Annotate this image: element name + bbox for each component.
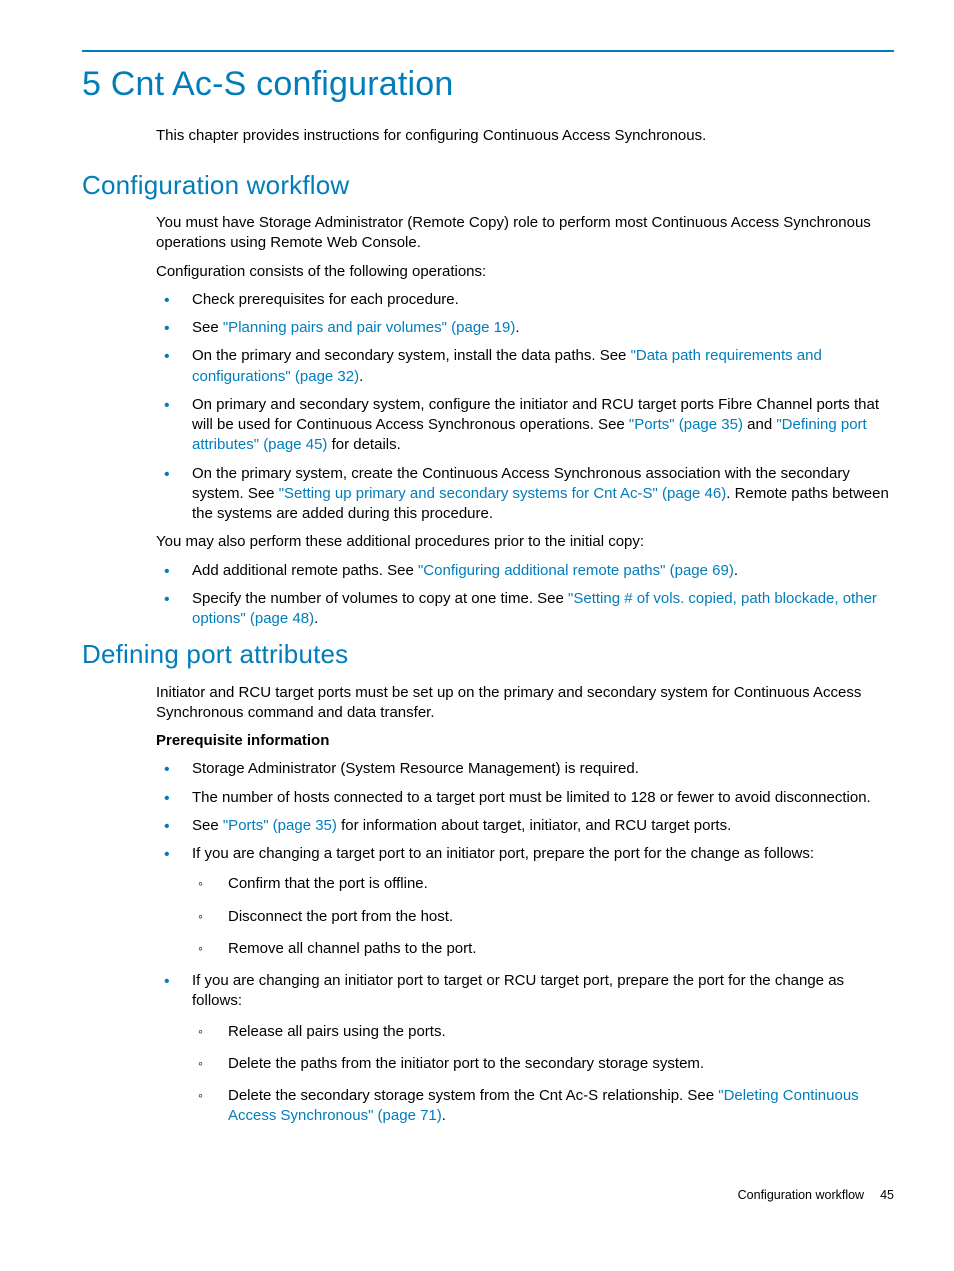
section-config-workflow-body: You must have Storage Administrator (Rem… — [156, 213, 894, 629]
list-item-text: If you are changing a target port to an … — [192, 845, 814, 862]
list-item-text: Delete the paths from the initiator port… — [228, 1055, 704, 1072]
sub-list-item: Confirm that the port is offline. — [192, 874, 894, 894]
sub-list-item: Disconnect the port from the host. — [192, 907, 894, 927]
list-item-text: The number of hosts connected to a targe… — [192, 789, 871, 806]
list-item-text: . — [515, 319, 519, 336]
list-item-text: . — [442, 1107, 446, 1124]
list-item-text: and — [743, 416, 776, 433]
list-item-text: Specify the number of volumes to copy at… — [192, 590, 568, 607]
list-item: If you are changing a target port to an … — [156, 844, 894, 959]
list-item-text: . — [734, 562, 738, 579]
list-item: On the primary and secondary system, ins… — [156, 346, 894, 387]
bullet-list: Check prerequisites for each procedure. … — [156, 290, 894, 525]
list-item-text: Confirm that the port is offline. — [228, 875, 428, 892]
paragraph: You must have Storage Administrator (Rem… — [156, 213, 894, 254]
list-item-text: Disconnect the port from the host. — [228, 908, 453, 925]
list-item: Check prerequisites for each procedure. — [156, 290, 894, 310]
list-item: Add additional remote paths. See "Config… — [156, 561, 894, 581]
list-item-text: Storage Administrator (System Resource M… — [192, 760, 639, 777]
list-item: See "Ports" (page 35) for information ab… — [156, 816, 894, 836]
xref-link-ports-35b[interactable]: "Ports" (page 35) — [223, 817, 337, 834]
list-item-text: On the primary and secondary system, ins… — [192, 347, 631, 364]
list-item: On primary and secondary system, configu… — [156, 395, 894, 456]
prerequisite-heading: Prerequisite information — [156, 731, 894, 751]
list-item: The number of hosts connected to a targe… — [156, 788, 894, 808]
sub-list-item: Remove all channel paths to the port. — [192, 939, 894, 959]
chapter-intro: This chapter provides instructions for c… — [156, 126, 894, 146]
list-item: Storage Administrator (System Resource M… — [156, 759, 894, 779]
bullet-list: Storage Administrator (System Resource M… — [156, 759, 894, 1126]
paragraph: Initiator and RCU target ports must be s… — [156, 683, 894, 724]
list-item-text: Remove all channel paths to the port. — [228, 940, 476, 957]
page-footer: Configuration workflow 45 — [82, 1187, 894, 1204]
list-item: If you are changing an initiator port to… — [156, 971, 894, 1127]
sub-list: Confirm that the port is offline. Discon… — [192, 874, 894, 959]
footer-section-name: Configuration workflow — [738, 1188, 864, 1202]
list-item-text: Check prerequisites for each procedure. — [192, 291, 459, 308]
list-item-text: for details. — [327, 436, 400, 453]
list-item-text: See — [192, 817, 223, 834]
chapter-title: 5 Cnt Ac-S configuration — [82, 62, 894, 108]
list-item-text: Add additional remote paths. See — [192, 562, 418, 579]
paragraph: You may also perform these additional pr… — [156, 532, 894, 552]
list-item-text: for information about target, initiator,… — [337, 817, 731, 834]
section-defining-port-attributes-title: Defining port attributes — [82, 637, 894, 672]
list-item-text: . — [314, 610, 318, 627]
list-item: Specify the number of volumes to copy at… — [156, 589, 894, 630]
sub-list: Release all pairs using the ports. Delet… — [192, 1022, 894, 1127]
top-rule — [82, 50, 894, 52]
list-item-text: Delete the secondary storage system from… — [228, 1087, 718, 1104]
xref-link-ports-35[interactable]: "Ports" (page 35) — [629, 416, 743, 433]
list-item: On the primary system, create the Contin… — [156, 464, 894, 525]
list-item-text: See — [192, 319, 223, 336]
section-defining-port-attributes-body: Initiator and RCU target ports must be s… — [156, 683, 894, 1127]
sub-list-item: Release all pairs using the ports. — [192, 1022, 894, 1042]
xref-link-setting-up-systems[interactable]: "Setting up primary and secondary system… — [279, 485, 727, 502]
sub-list-item: Delete the paths from the initiator port… — [192, 1054, 894, 1074]
bullet-list: Add additional remote paths. See "Config… — [156, 561, 894, 630]
list-item-text: If you are changing an initiator port to… — [192, 972, 844, 1009]
xref-link-additional-remote-paths[interactable]: "Configuring additional remote paths" (p… — [418, 562, 734, 579]
paragraph: Configuration consists of the following … — [156, 262, 894, 282]
list-item-text: Release all pairs using the ports. — [228, 1023, 446, 1040]
section-config-workflow-title: Configuration workflow — [82, 168, 894, 203]
list-item-text: . — [359, 368, 363, 385]
xref-link-planning-pairs[interactable]: "Planning pairs and pair volumes" (page … — [223, 319, 516, 336]
list-item: See "Planning pairs and pair volumes" (p… — [156, 318, 894, 338]
footer-page-number: 45 — [880, 1188, 894, 1202]
sub-list-item: Delete the secondary storage system from… — [192, 1086, 894, 1127]
